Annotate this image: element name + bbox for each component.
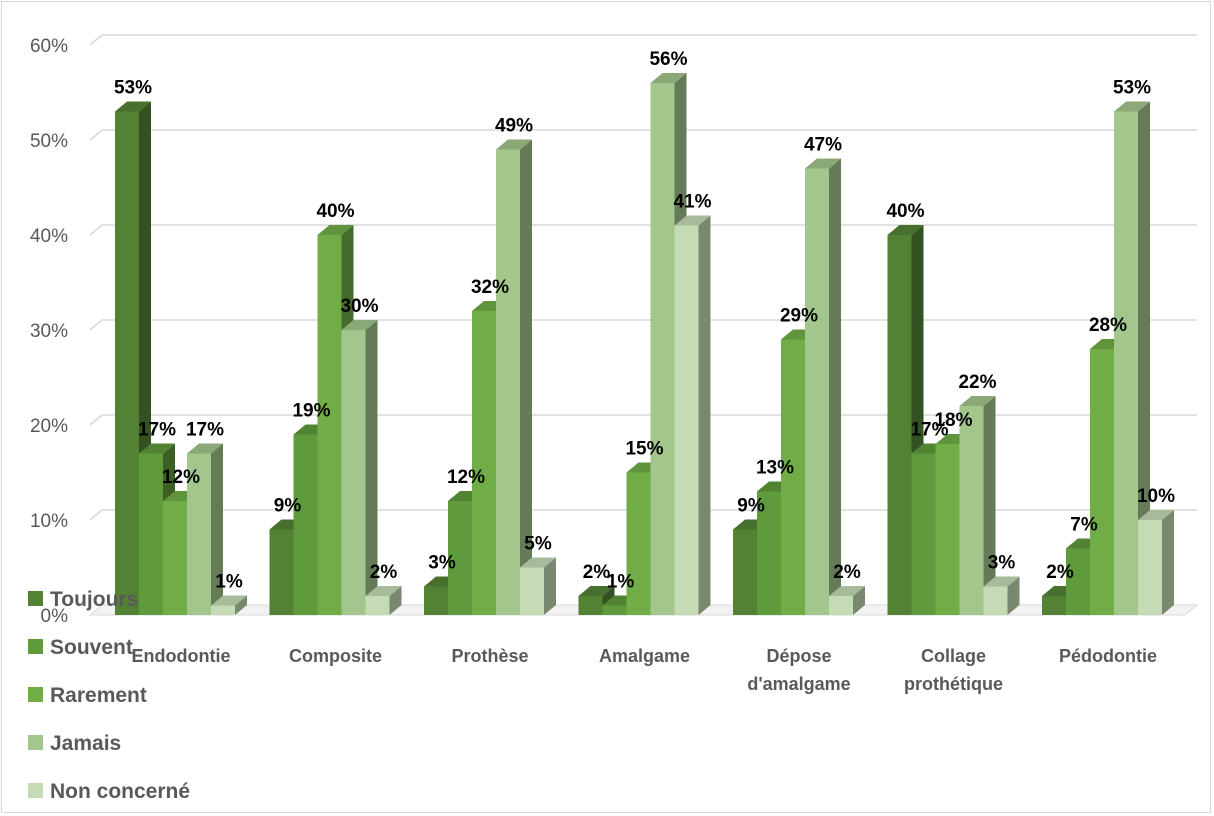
bar-jamais bbox=[341, 320, 378, 615]
gridline-side bbox=[89, 509, 103, 521]
bar-non-concerné bbox=[365, 586, 402, 615]
data-label: 47% bbox=[804, 135, 842, 156]
y-tick-label: 50% bbox=[30, 131, 68, 152]
x-category-label: Amalgame bbox=[599, 646, 690, 666]
bar-non-concerné bbox=[829, 586, 865, 615]
data-label: 32% bbox=[471, 277, 509, 298]
legend-item: Toujours bbox=[28, 588, 138, 611]
legend-swatch bbox=[28, 735, 43, 750]
data-label: 49% bbox=[495, 116, 533, 137]
data-label: 29% bbox=[780, 306, 818, 327]
gridline-side bbox=[89, 224, 103, 236]
y-tick-label: 60% bbox=[30, 36, 68, 57]
y-tick-label: 10% bbox=[30, 511, 68, 532]
data-label: 3% bbox=[428, 553, 456, 574]
x-category-label: Dépose d'amalgame bbox=[747, 646, 850, 694]
gridline-side bbox=[89, 414, 103, 426]
legend-swatch bbox=[28, 591, 43, 606]
data-label: 10% bbox=[1137, 486, 1175, 507]
bar-jamais bbox=[805, 158, 841, 615]
legend-label: Rarement bbox=[50, 684, 147, 707]
data-label: 1% bbox=[215, 572, 243, 593]
bar-jamais bbox=[959, 396, 996, 615]
x-category-label: Prothèse bbox=[451, 646, 528, 666]
x-category-label: Composite bbox=[289, 646, 382, 666]
y-tick-label: 40% bbox=[30, 226, 68, 247]
data-label: 19% bbox=[292, 401, 330, 422]
data-label: 9% bbox=[274, 496, 302, 517]
bar-jamais bbox=[1114, 101, 1150, 615]
gridline-side bbox=[89, 319, 103, 331]
data-label: 17% bbox=[910, 420, 948, 441]
bar-non-concerné bbox=[211, 595, 247, 615]
x-category-label: Endodontie bbox=[132, 646, 231, 666]
data-label: 40% bbox=[886, 201, 924, 222]
data-label: 18% bbox=[934, 410, 972, 431]
data-label: 15% bbox=[625, 439, 663, 460]
legend-swatch bbox=[28, 687, 43, 702]
legend-label: Jamais bbox=[50, 732, 121, 755]
x-category-label: Pédodontie bbox=[1059, 646, 1157, 666]
data-label: 2% bbox=[833, 562, 861, 583]
data-label: 17% bbox=[138, 420, 176, 441]
legend-label: Toujours bbox=[50, 588, 138, 611]
data-label: 17% bbox=[186, 420, 224, 441]
data-label: 40% bbox=[316, 201, 354, 222]
data-label: 7% bbox=[1070, 515, 1098, 536]
bar-jamais bbox=[496, 139, 532, 615]
data-label: 56% bbox=[649, 49, 687, 70]
data-label: 41% bbox=[673, 192, 711, 213]
legend-item: Jamais bbox=[28, 732, 121, 755]
legend-swatch bbox=[28, 783, 43, 798]
legend-swatch bbox=[28, 639, 43, 654]
legend-label: Non concerné bbox=[50, 780, 190, 803]
bar-non-concerné bbox=[983, 576, 1020, 615]
data-label: 9% bbox=[737, 496, 765, 517]
y-tick-label: 20% bbox=[30, 416, 68, 437]
data-label: 53% bbox=[1113, 78, 1151, 99]
gridline-side bbox=[89, 129, 103, 141]
data-label: 30% bbox=[340, 296, 378, 317]
bar-jamais bbox=[187, 443, 223, 615]
legend-label: Souvent bbox=[50, 636, 133, 659]
bar-non-concerné bbox=[674, 215, 711, 615]
gridline-side bbox=[89, 34, 103, 46]
data-label: 28% bbox=[1089, 315, 1127, 336]
data-label: 53% bbox=[114, 78, 152, 99]
data-label: 2% bbox=[583, 562, 611, 583]
data-label: 3% bbox=[988, 553, 1016, 574]
x-category-label: Collage prothétique bbox=[904, 646, 1003, 694]
data-label: 5% bbox=[524, 534, 552, 555]
legend-item: Rarement bbox=[28, 684, 147, 707]
data-label: 1% bbox=[607, 572, 635, 593]
bar-non-concerné bbox=[520, 557, 556, 615]
data-label: 2% bbox=[370, 562, 398, 583]
data-label: 13% bbox=[756, 458, 794, 479]
data-label: 22% bbox=[958, 372, 996, 393]
y-tick-label: 0% bbox=[41, 606, 69, 627]
y-tick-label: 30% bbox=[30, 321, 68, 342]
bar-non-concerné bbox=[1138, 510, 1174, 615]
data-label: 12% bbox=[447, 467, 485, 488]
data-label: 12% bbox=[162, 467, 200, 488]
legend-item: Non concerné bbox=[28, 780, 190, 803]
legend-item: Souvent bbox=[28, 636, 133, 659]
data-label: 2% bbox=[1046, 562, 1074, 583]
